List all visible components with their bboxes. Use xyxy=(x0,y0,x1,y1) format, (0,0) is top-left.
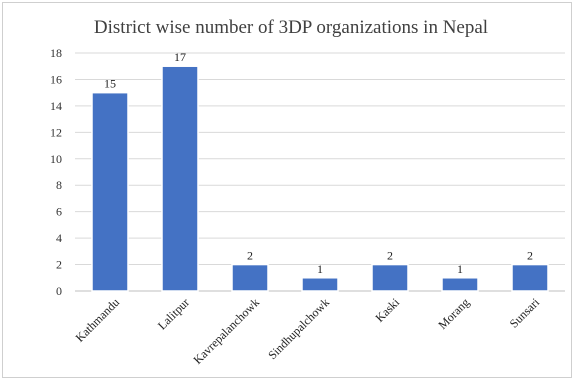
y-tick-label: 2 xyxy=(56,258,62,272)
y-tick-label: 16 xyxy=(50,72,62,86)
y-tick-label: 10 xyxy=(50,152,62,166)
category-label-kavrepalanchowk: Kavrepalanchowk xyxy=(190,295,262,367)
gridlines xyxy=(75,52,565,292)
y-tick-label: 18 xyxy=(50,46,62,60)
category-label-kaski: Kaski xyxy=(372,295,402,325)
bar-kavrepalanchowk xyxy=(231,263,269,292)
y-tick-label: 12 xyxy=(50,125,62,139)
bar-lalitpur xyxy=(161,65,199,292)
data-label-kavrepalanchowk: 2 xyxy=(247,249,253,263)
category-label-sindhupalchowk: Sindhupalchowk xyxy=(265,295,332,362)
y-tick-label: 0 xyxy=(56,284,62,298)
category-label-kathmandu: Kathmandu xyxy=(73,295,122,344)
data-label-sindhupalchowk: 1 xyxy=(317,262,323,276)
data-label-lalitpur: 17 xyxy=(174,50,186,64)
bar-sindhupalchowk xyxy=(301,277,339,292)
bar-morang xyxy=(441,277,479,292)
y-axis-ticks: 0 2 4 6 8 10 12 14 16 18 xyxy=(50,46,62,298)
data-label-sunsari: 2 xyxy=(527,249,533,263)
y-tick-label: 6 xyxy=(56,205,62,219)
data-label-morang: 1 xyxy=(457,262,463,276)
bar-sunsari xyxy=(511,263,549,292)
y-tick-label: 14 xyxy=(50,99,62,113)
bar-kathmandu xyxy=(91,91,129,292)
category-label-lalitpur: Lalitpur xyxy=(155,295,192,332)
data-label-kathmandu: 15 xyxy=(104,77,116,91)
bars xyxy=(91,65,549,292)
y-tick-label: 4 xyxy=(56,231,62,245)
chart-title: District wise number of 3DP organization… xyxy=(93,17,489,38)
data-label-kaski: 2 xyxy=(387,249,393,263)
data-labels: 15 17 2 1 2 1 2 xyxy=(104,50,533,276)
category-label-sunsari: Sunsari xyxy=(507,295,543,331)
y-tick-label: 8 xyxy=(56,178,62,192)
bar-kaski xyxy=(371,263,409,292)
category-label-morang: Morang xyxy=(435,295,472,332)
